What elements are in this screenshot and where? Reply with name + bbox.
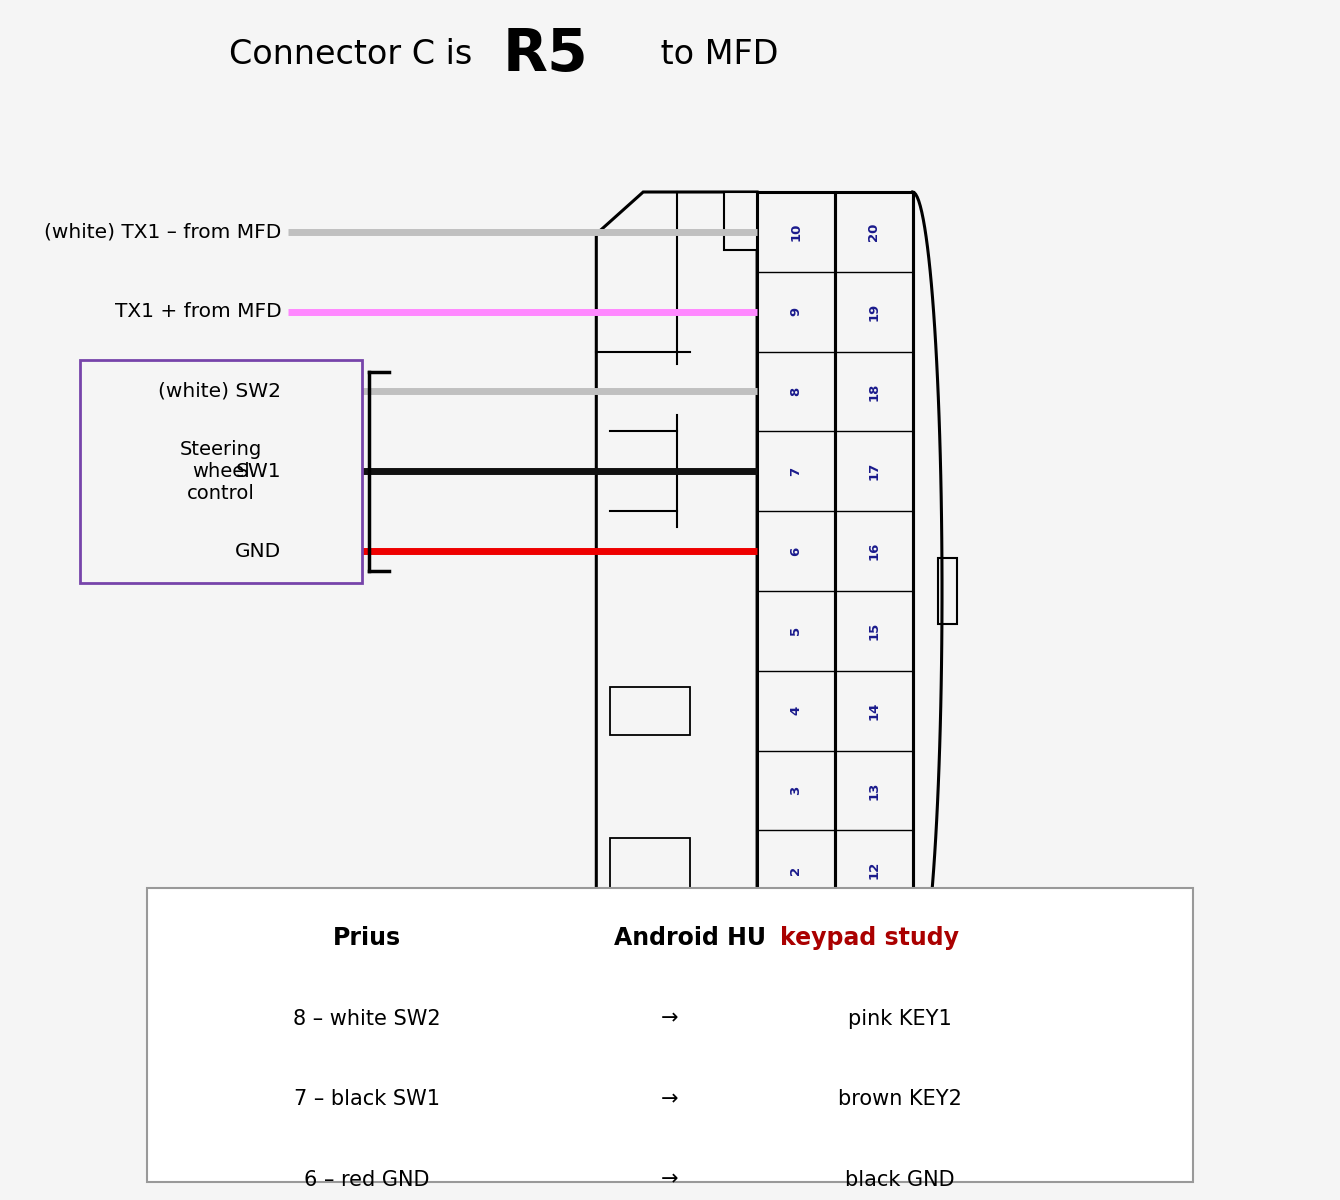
Text: pink KEY1: pink KEY1 <box>848 1009 951 1028</box>
Text: 12: 12 <box>867 862 880 880</box>
Text: 2: 2 <box>789 865 803 875</box>
Text: 6 – red GND: 6 – red GND <box>304 1170 430 1189</box>
Text: 16: 16 <box>867 542 880 560</box>
Text: to MFD: to MFD <box>650 37 779 71</box>
Bar <box>835 192 913 990</box>
Text: 4: 4 <box>789 706 803 715</box>
Text: 9: 9 <box>789 307 803 317</box>
Bar <box>757 192 835 990</box>
Bar <box>80 360 362 583</box>
Text: SW1: SW1 <box>236 462 281 481</box>
Text: black GND: black GND <box>846 1170 955 1189</box>
Bar <box>938 558 957 624</box>
Text: Steering
wheel
control: Steering wheel control <box>180 439 263 503</box>
Bar <box>724 192 757 250</box>
Text: 13: 13 <box>867 781 880 799</box>
Bar <box>147 888 1193 1182</box>
Text: 20: 20 <box>867 223 880 241</box>
Text: 6: 6 <box>789 546 803 556</box>
Text: →: → <box>661 1090 679 1109</box>
Bar <box>610 839 690 942</box>
Text: Prius: Prius <box>332 926 401 950</box>
Text: Connector C is: Connector C is <box>229 37 482 71</box>
Text: TX1 + from MFD: TX1 + from MFD <box>115 302 281 322</box>
Text: 19: 19 <box>867 302 880 320</box>
Text: 18: 18 <box>867 383 880 401</box>
Text: (white) SW2: (white) SW2 <box>158 382 281 401</box>
Text: 10: 10 <box>789 223 803 241</box>
Text: 8: 8 <box>789 386 803 396</box>
Text: →: → <box>661 1170 679 1189</box>
Text: →: → <box>661 1009 679 1028</box>
Text: GND: GND <box>234 541 281 560</box>
Text: 8 – white SW2: 8 – white SW2 <box>293 1009 441 1028</box>
Text: 15: 15 <box>867 622 880 640</box>
Text: 7: 7 <box>789 467 803 476</box>
Text: Android HU: Android HU <box>614 926 775 950</box>
Text: 1: 1 <box>789 946 803 955</box>
Text: 11: 11 <box>867 941 880 959</box>
Text: keypad study: keypad study <box>780 926 958 950</box>
Text: brown KEY2: brown KEY2 <box>838 1090 962 1109</box>
Text: R5: R5 <box>502 25 588 83</box>
Bar <box>610 686 690 734</box>
Text: 5: 5 <box>789 626 803 636</box>
Text: 7 – black SW1: 7 – black SW1 <box>293 1090 440 1109</box>
Text: 3: 3 <box>789 786 803 796</box>
Text: 14: 14 <box>867 702 880 720</box>
Text: 17: 17 <box>867 462 880 480</box>
Bar <box>623 1020 724 1050</box>
Text: (white) TX1 – from MFD: (white) TX1 – from MFD <box>44 222 281 241</box>
